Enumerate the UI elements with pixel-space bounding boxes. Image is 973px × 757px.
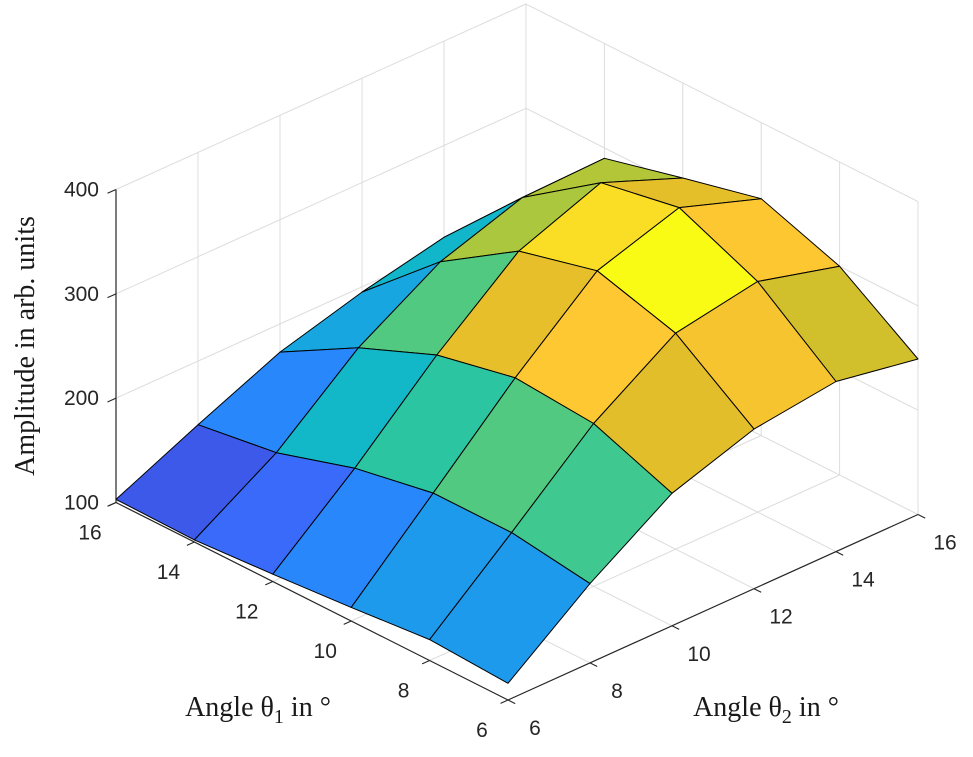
z-tick-label: 400 — [64, 179, 99, 202]
right-wall-grid-line — [525, 3, 919, 202]
theta1-tick-label: 12 — [235, 601, 258, 624]
theta2-tick-label: 10 — [687, 643, 710, 666]
left-wall-grid-line — [115, 107, 527, 295]
theta2-tick-mark — [671, 625, 680, 630]
z-tick-mark — [107, 293, 117, 299]
theta2-axis-label: Angle θ2 in ° — [693, 692, 839, 728]
theta2-tick-label: 8 — [611, 680, 623, 703]
theta2-tick-mark — [589, 662, 598, 667]
theta1-axis-label: Angle θ1 in ° — [185, 692, 331, 728]
left-wall-grid-line — [115, 3, 527, 190]
theta1-tick-mark — [421, 659, 430, 665]
theta1-tick-mark — [343, 620, 352, 625]
z-tick-label: 200 — [64, 387, 99, 410]
theta2-tick-mark — [507, 699, 516, 705]
theta1-tick-mark — [186, 541, 195, 546]
theta1-tick-mark — [108, 501, 117, 507]
z-tick-label: 100 — [64, 492, 99, 515]
theta1-tick-mark — [500, 699, 509, 704]
theta1-tick-label: 14 — [157, 561, 181, 584]
theta1-axis-line — [115, 501, 509, 701]
theta2-axis-line — [507, 513, 919, 701]
z-tick-label: 300 — [64, 283, 99, 306]
theta2-tick-label: 12 — [769, 606, 792, 629]
theta1-tick-label: 6 — [476, 719, 488, 742]
surface-face — [429, 532, 591, 684]
theta2-tick-mark — [917, 514, 926, 519]
theta1-tick-label: 10 — [314, 640, 337, 663]
theta2-tick-label: 6 — [529, 717, 541, 740]
z-axis-label: Amplitude in arb. units — [10, 216, 41, 476]
z-tick-mark — [107, 189, 117, 194]
theta2-tick-label: 16 — [933, 532, 956, 555]
theta1-tick-label: 16 — [78, 522, 101, 545]
theta1-tick-mark — [265, 580, 274, 586]
plot-layers: 100 200 300 400 6 8 10 12 14 16 6 8 10 12 14 16 — [64, 3, 957, 742]
theta2-tick-label: 14 — [851, 569, 875, 592]
theta1-tick-label: 8 — [398, 680, 410, 703]
theta2-tick-mark — [835, 551, 844, 556]
theta2-tick-mark — [753, 588, 762, 593]
z-tick-mark — [107, 397, 117, 403]
